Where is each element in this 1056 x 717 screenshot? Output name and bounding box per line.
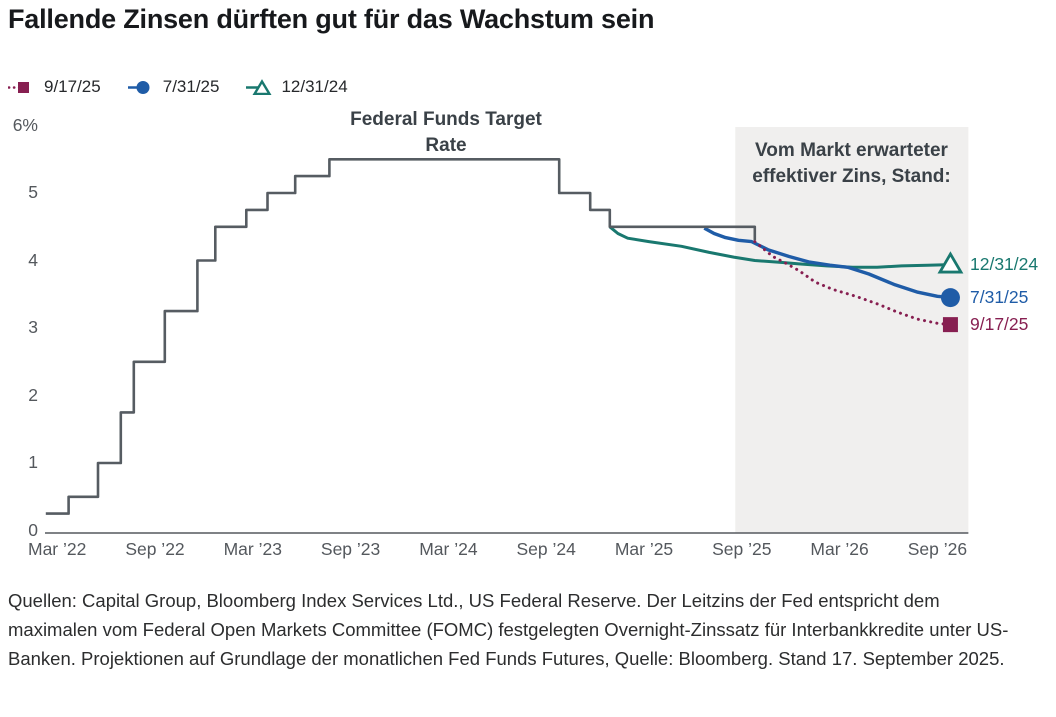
- triangle-marker: [937, 251, 964, 274]
- projection-region: [735, 127, 969, 533]
- series-line-proj-7-31-25: [703, 226, 951, 300]
- circle-legend-marker: [127, 81, 150, 94]
- square-legend-marker: [8, 82, 31, 93]
- circle-marker: [940, 288, 960, 308]
- legend-item-12-31-24: 12/31/24: [245, 77, 348, 97]
- projection-region-label: Vom Markt erwarteter effektiver Zins, St…: [752, 140, 951, 187]
- legend-label: 7/31/25: [162, 77, 220, 96]
- legend-item-9-17-25: 9/17/25: [8, 77, 101, 97]
- source-footnote: Quellen: Capital Group, Bloomberg Index …: [8, 590, 1009, 669]
- legend-item-7-31-25: 7/31/25: [127, 77, 220, 97]
- square-marker: [942, 317, 958, 333]
- triangle-open-legend-marker: [246, 79, 272, 95]
- page-title: Fallende Zinsen dürften gut für das Wach…: [8, 4, 655, 34]
- legend-label: 12/31/24: [281, 77, 348, 96]
- legend: 9/17/25 7/31/25 12/31/24: [8, 77, 348, 97]
- chart-inner-title: Federal Funds Target Rate: [350, 109, 542, 156]
- series-line-proj-9-17-25: [753, 240, 952, 327]
- series-line-fed-funds-target-rate: [45, 158, 757, 515]
- series-line-proj-12-31-24: [608, 225, 951, 269]
- legend-label: 9/17/25: [44, 77, 101, 96]
